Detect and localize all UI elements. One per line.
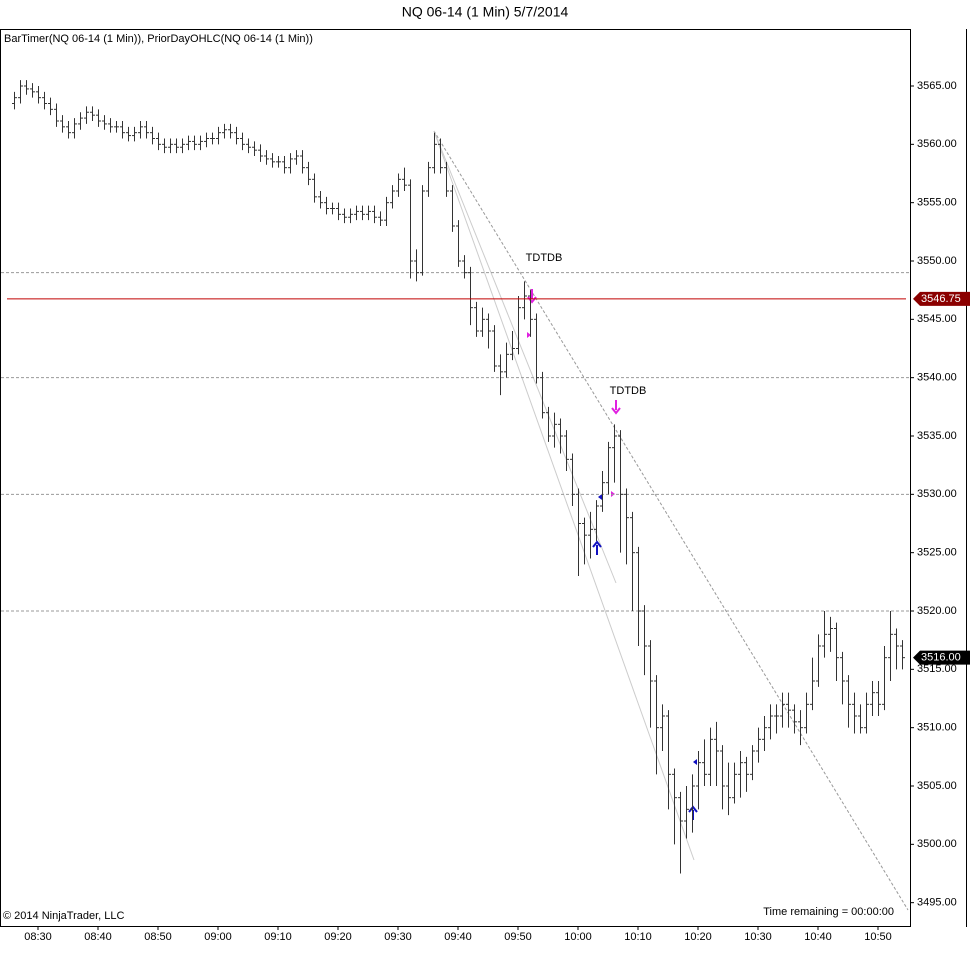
x-tick-label: 09:50 [504,931,532,943]
price-marker [913,650,970,665]
x-tick-label: 08:40 [84,931,112,943]
trend-line [433,130,909,911]
x-tick-label: 09:00 [204,931,232,943]
plot-frame [0,29,911,927]
x-tick-label: 10:30 [744,931,772,943]
y-tick-label: 3520.00 [917,605,957,617]
x-tick-label: 09:10 [264,931,292,943]
x-tick-label: 10:00 [564,931,592,943]
y-tick-label: 3495.00 [917,897,957,909]
y-tick-label: 3545.00 [917,313,957,325]
y-tick-label: 3530.00 [917,488,957,500]
trend-line [433,130,617,584]
buy-arrow [592,540,602,555]
x-tick-label: 08:30 [24,931,52,943]
y-tick-label: 3555.00 [917,197,957,209]
y-tick-label: 3540.00 [917,372,957,384]
drawings [433,130,909,911]
price-marker [913,291,970,306]
y-tick-label: 3565.00 [917,80,957,92]
copyright: © 2014 NinjaTrader, LLC [3,910,124,922]
y-tick-label: 3510.00 [917,722,957,734]
y-tick-label: 3560.00 [917,138,957,150]
y-tick-label: 3535.00 [917,430,957,442]
trend-line [433,130,695,861]
sell-arrow [611,400,621,415]
y-tick-label: 3500.00 [917,838,957,850]
x-tick-label: 09:20 [324,931,352,943]
annotation: TDTDB [526,252,563,264]
chart-title: NQ 06-14 (1 Min) 5/7/2014 [402,4,569,20]
timer: Time remaining = 00:00:00 [763,906,894,918]
x-tick-label: 10:20 [684,931,712,943]
x-tick-label: 10:50 [864,931,892,943]
price-marker-label: 3546.75 [921,293,961,305]
price-marker-label: 3516.00 [921,652,961,664]
x-tick-label: 09:30 [384,931,412,943]
marker [527,332,531,338]
x-tick-label: 09:40 [444,931,472,943]
bars [12,80,905,874]
x-tick-label: 10:40 [804,931,832,943]
y-tick-label: 3505.00 [917,780,957,792]
x-tick-label: 08:50 [144,931,172,943]
marker [693,759,697,765]
annotation: TDTDB [610,385,647,397]
marker [598,494,602,500]
y-tick-label: 3525.00 [917,547,957,559]
indicator-label: BarTimer(NQ 06-14 (1 Min)), PriorDayOHLC… [4,33,313,45]
y-tick-label: 3515.00 [917,663,957,675]
x-tick-label: 10:10 [624,931,652,943]
y-tick-label: 3550.00 [917,255,957,267]
